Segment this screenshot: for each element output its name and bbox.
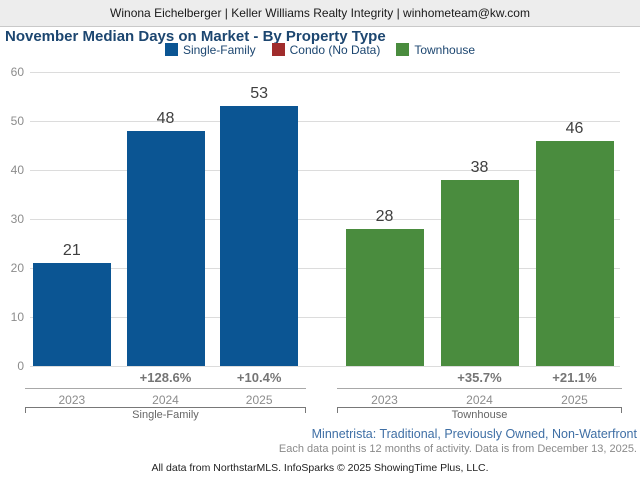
- group-label-townhouse: Townhouse: [451, 409, 508, 421]
- bar-value-label: 46: [565, 119, 584, 137]
- legend-item-townhouse[interactable]: Townhouse: [396, 43, 475, 57]
- legend-label: Condo (No Data): [289, 42, 381, 57]
- y-axis-tick-30: 30: [10, 212, 24, 226]
- y-axis-tick-10: 10: [10, 310, 24, 324]
- bar-value-label: 28: [375, 207, 394, 225]
- bar-value-label: 21: [62, 242, 81, 260]
- header-band: Winona Eichelberger | Keller Williams Re…: [0, 0, 640, 27]
- y-axis-tick-40: 40: [10, 163, 24, 177]
- x-axis-year-label: 2024: [466, 393, 493, 407]
- group-bracket: [337, 407, 622, 413]
- gridline-0: [30, 366, 620, 367]
- gridline-60: [30, 72, 620, 73]
- bar-single-family-2025[interactable]: [220, 106, 299, 366]
- group-bracket: [25, 407, 306, 413]
- y-axis-tick-0: 0: [17, 359, 24, 373]
- pct-change-label: +21.1%: [552, 370, 597, 385]
- group-label-single-family: Single-Family: [132, 409, 199, 421]
- x-axis-year-label: 2025: [561, 393, 588, 407]
- legend-swatch-icon: [164, 43, 178, 56]
- gridline-30: [30, 219, 620, 220]
- x-axis-year-label: 2024: [152, 393, 179, 407]
- gridline-10: [30, 317, 620, 318]
- attribution-credit: All data from NorthstarMLS. InfoSparks ©…: [151, 462, 489, 474]
- x-axis-year-label: 2023: [371, 393, 398, 407]
- bar-value-label: 38: [470, 158, 489, 176]
- legend: Single-Family Condo (No Data) Townhouse: [0, 42, 640, 57]
- legend-swatch-icon: [396, 43, 410, 56]
- agent-contact-line: Winona Eichelberger | Keller Williams Re…: [110, 6, 530, 20]
- bar-value-label: 48: [156, 109, 175, 127]
- data-note: Each data point is 12 months of activity…: [278, 443, 637, 455]
- bar-value-label: 53: [250, 85, 269, 103]
- chart-title: November Median Days on Market - By Prop…: [5, 28, 386, 45]
- bar-townhouse-2023[interactable]: [345, 228, 424, 366]
- group-axis-line: [25, 388, 306, 389]
- x-axis-year-label: 2025: [245, 393, 273, 407]
- legend-item-single-family[interactable]: Single-Family: [164, 42, 256, 57]
- legend-item-condo-no-data[interactable]: Condo (No Data): [271, 42, 381, 57]
- gridline-50: [30, 121, 620, 122]
- plot-area: 0 10 20 30 40 50 60 21 2023 48 +128.6% 2024 53 +10.4%…: [0, 60, 640, 425]
- bar-townhouse-2024[interactable]: [440, 179, 519, 366]
- x-axis-year-label: 2023: [58, 393, 86, 407]
- legend-swatch-icon: [271, 43, 285, 56]
- legend-label: Single-Family: [182, 42, 256, 57]
- y-axis-tick-20: 20: [10, 261, 24, 275]
- y-axis-tick-50: 50: [10, 114, 24, 128]
- pct-change-label: +35.7%: [457, 370, 502, 385]
- bar-single-family-2023[interactable]: [32, 263, 111, 366]
- search-filters-summary[interactable]: Minnetrista: Traditional, Previously Own…: [311, 427, 637, 441]
- bar-single-family-2024[interactable]: [126, 130, 205, 366]
- gridline-40: [30, 170, 620, 171]
- y-axis-tick-60: 60: [10, 65, 24, 79]
- group-axis-line: [337, 388, 622, 389]
- legend-label: Townhouse: [414, 42, 476, 57]
- gridline-20: [30, 268, 620, 269]
- pct-change-label: +10.4%: [236, 370, 282, 385]
- pct-change-label: +128.6%: [139, 370, 192, 385]
- bar-townhouse-2025[interactable]: [535, 140, 614, 366]
